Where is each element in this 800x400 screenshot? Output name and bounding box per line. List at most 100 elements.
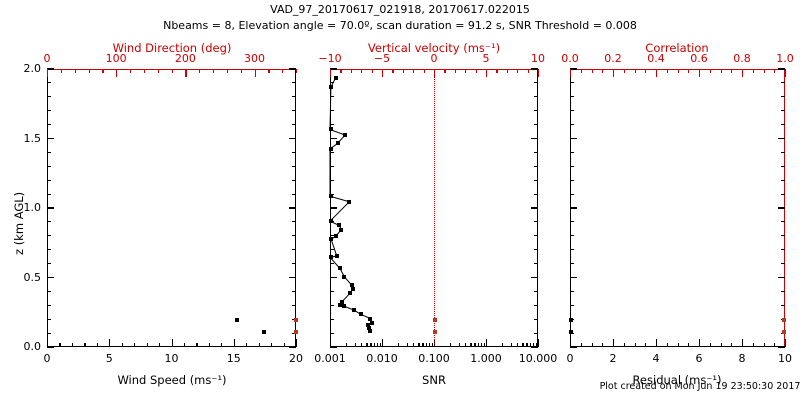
x-axis-top-minor-tick [350,69,352,73]
y-axis-tick [292,151,296,153]
y-axis-tick [570,207,577,209]
y-axis-tick [570,290,574,292]
x-axis-top-minor-tick [623,69,625,73]
y-axis-tick [534,165,538,167]
y-axis-tick [47,151,51,153]
data-point-snr [349,283,354,288]
panel-wind-top-axis-label: Wind Direction (deg) [112,41,232,55]
y-axis-tick [534,110,538,112]
x-axis-top-minor-tick [709,69,711,73]
y-axis-tick [47,137,54,140]
x-axis-minor-tick [84,343,86,347]
y-axis-tick [781,221,785,223]
data-point-snr [367,326,372,331]
x-axis-top-minor-tick [645,69,647,73]
x-axis-top-major-tick [486,69,488,77]
x-axis-minor-tick [208,343,211,347]
data-point-snr [328,127,333,132]
y-axis-tick [781,110,785,112]
y-axis-tick [778,276,785,279]
plot-title-line-2: Nbeams = 8, Elevation angle = 70.0º, sca… [163,19,637,32]
y-axis-tick [778,346,785,348]
panel-snr-bottom-axis-label: SNR [422,373,446,387]
y-axis-tick [531,137,538,140]
x-axis-major-tick [656,339,658,347]
y-axis-tick [47,68,54,70]
x-axis-top-minor-tick [199,69,201,73]
x-axis-top-major-tick [185,69,187,77]
x-axis-minor-tick [361,343,363,347]
x-axis-minor-tick [474,343,476,347]
panel-residual-bottom-axis-label: Residual (ms⁻¹) [632,373,722,387]
x-axis-major-tick [233,339,235,347]
x-axis-top-tick-label: 0.6 [690,52,708,65]
y-axis-tick [330,151,334,153]
x-axis-minor-tick [379,343,381,347]
y-axis-tick [330,165,334,167]
y-axis-tick [330,318,334,320]
x-axis-minor-tick [465,343,467,347]
y-axis-tick [781,290,785,292]
data-point-snr [368,316,373,321]
y-axis-tick [570,124,574,126]
y-axis-tick [570,346,577,348]
x-axis-top-minor-tick [213,69,215,73]
y-axis-tick [781,263,785,265]
data-point-snr [347,291,352,296]
x-axis-minor-tick [397,343,399,347]
x-axis-top-minor-tick [602,69,604,73]
y-axis-tick [47,221,51,223]
y-axis-tick-label: 2.0 [23,62,42,75]
x-axis-minor-tick [720,343,722,347]
y-axis-tick [534,179,538,181]
x-axis-tick-label: 0.010 [366,352,398,365]
x-axis-minor-tick [271,343,273,347]
x-axis-top-minor-tick [74,69,76,73]
y-axis-tick [47,249,51,251]
x-axis-top-major-tick [116,69,118,77]
y-axis-tick [292,304,296,306]
y-axis-tick [330,332,334,334]
x-axis-major-tick [109,339,111,347]
y-axis-tick [781,249,785,251]
data-point-vertical-velocity [432,329,437,334]
y-axis-tick [778,68,785,70]
data-point-snr [352,308,357,313]
y-axis-tick [534,96,538,98]
x-axis-minor-tick [71,343,74,347]
x-axis-minor-tick [121,343,123,347]
y-axis-tick [289,276,296,279]
data-point-snr [367,329,372,333]
x-axis-top-minor-tick [580,69,582,73]
y-axis-tick [570,82,574,84]
x-axis-major-tick [538,339,540,347]
x-axis-minor-tick [354,343,356,347]
x-axis-major-tick [613,339,615,347]
x-axis-top-minor-tick [361,69,363,73]
x-axis-minor-tick [580,343,582,347]
x-axis-minor-tick [510,343,512,347]
data-point-wind-speed [235,317,240,322]
y-axis-tick [47,304,51,306]
x-axis-minor-tick [134,343,136,347]
x-axis-minor-tick [517,343,519,347]
x-axis-top-minor-tick [102,69,104,73]
data-point-residual [569,329,574,334]
x-axis-minor-tick [159,343,161,347]
x-axis-minor-tick [146,343,148,347]
y-axis-tick [534,290,538,292]
y-axis-tick [47,179,51,181]
x-axis-tick-label: 5 [105,352,113,365]
data-point-snr [369,320,374,325]
y-axis-tick [330,276,337,279]
x-axis-minor-tick [406,343,408,347]
plot-title-line-1: VAD_97_20170617_021918, 20170617.022015 [270,3,530,16]
x-axis-top-major-tick [785,69,787,77]
data-point-snr [337,266,342,271]
x-axis-tick-label: 1.000 [470,352,502,365]
x-axis-top-tick-label: 200 [174,52,196,65]
x-axis-top-minor-tick [666,69,668,73]
y-axis-tick [330,193,334,195]
x-axis-top-minor-tick [171,69,173,73]
